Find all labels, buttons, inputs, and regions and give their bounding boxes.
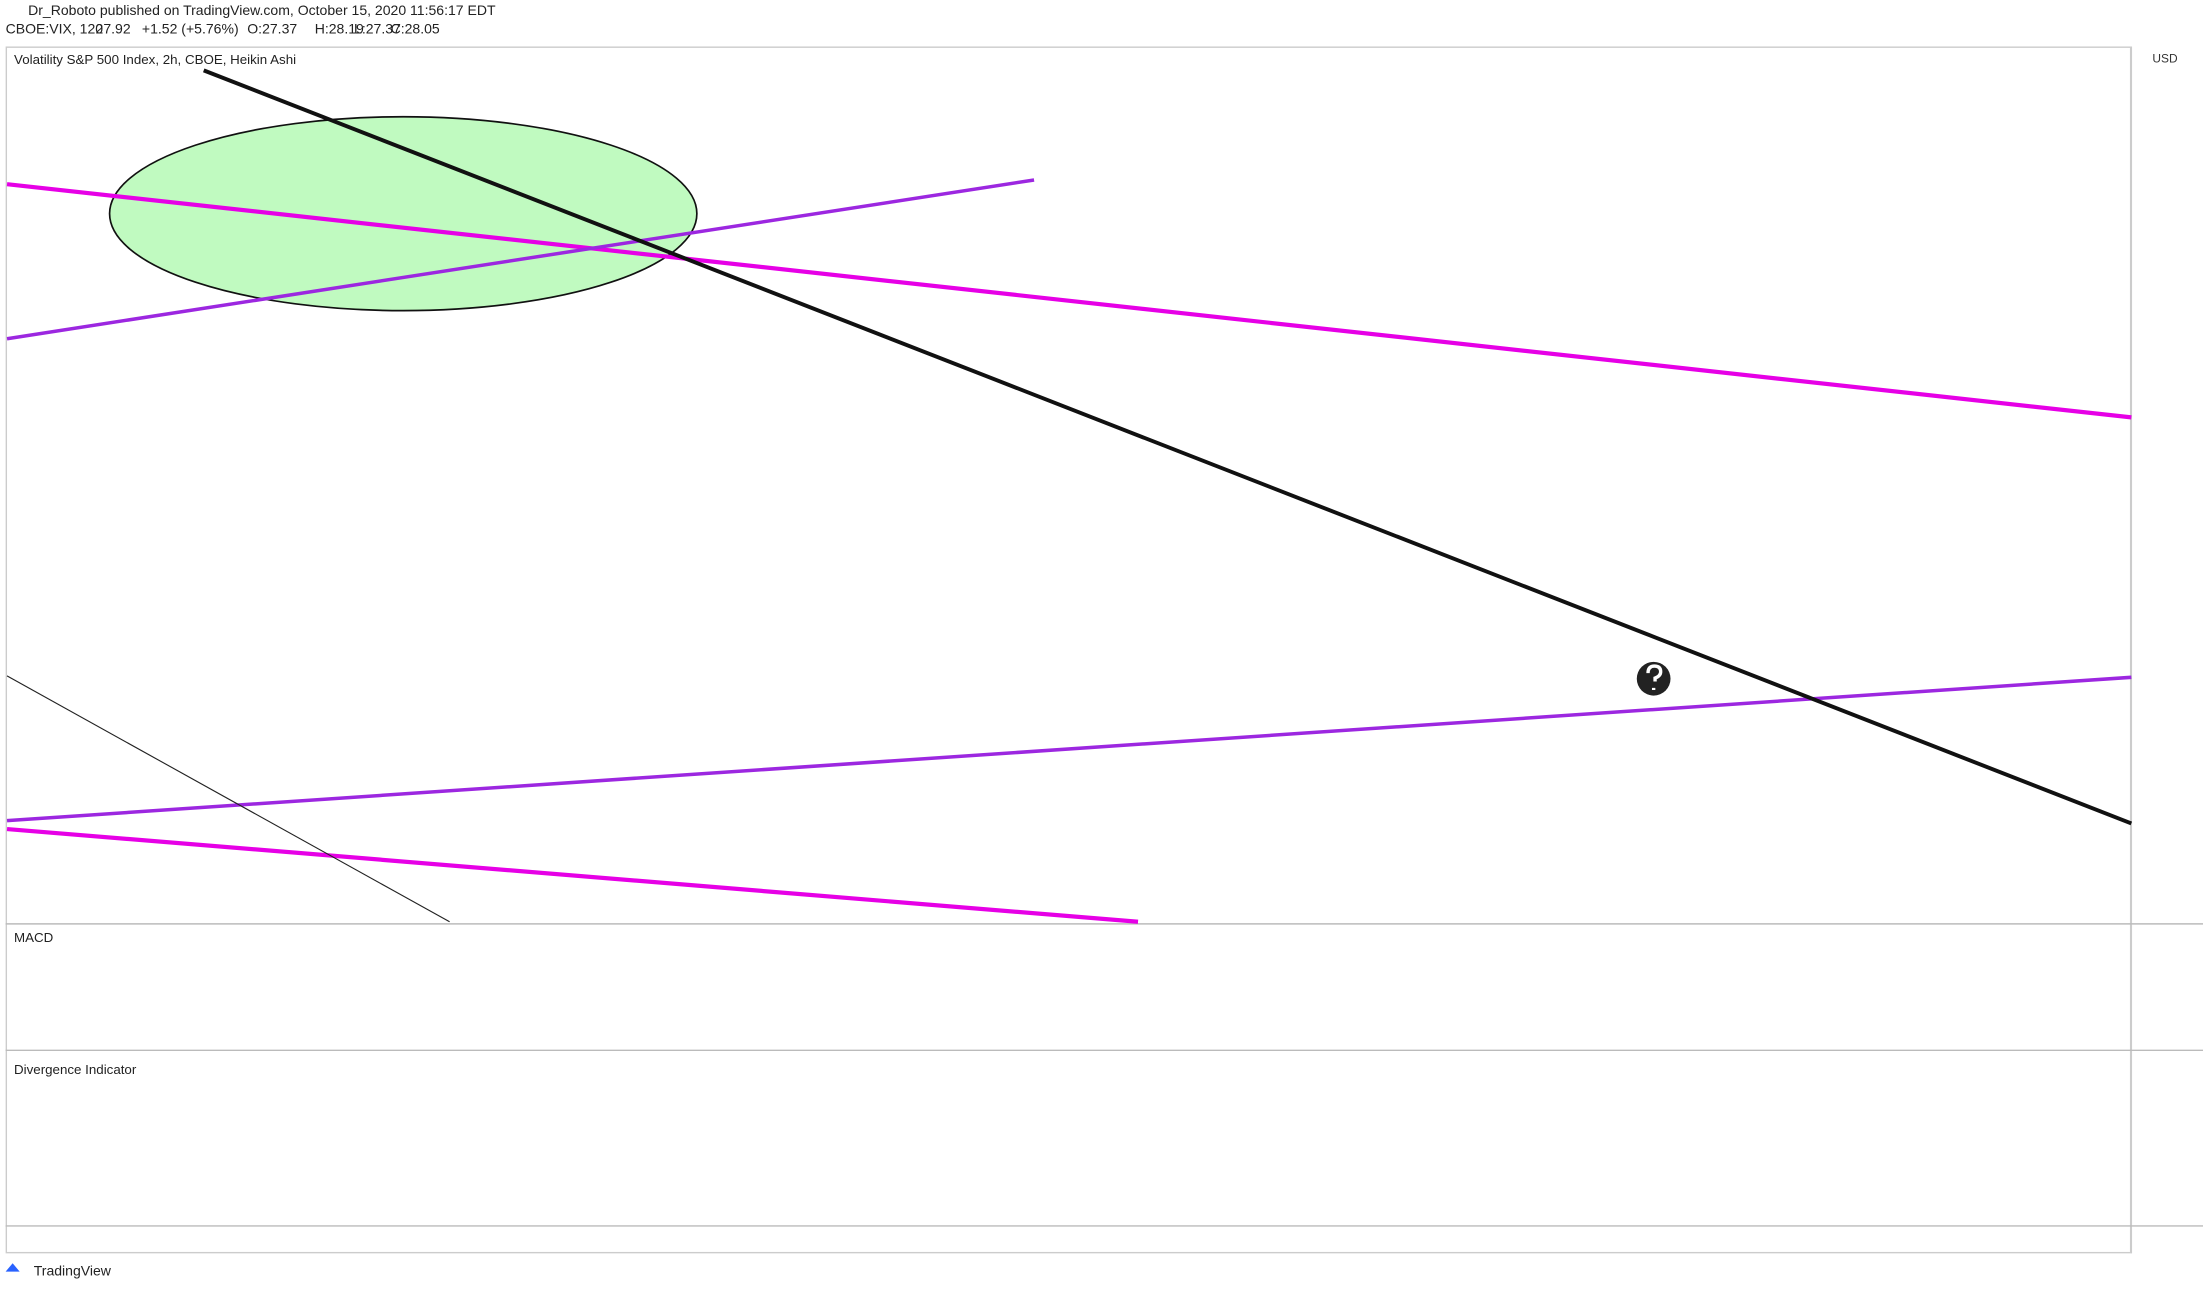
currency: USD [2152,51,2178,65]
logo [5,1263,20,1272]
symbol: CBOE:VIX, 120 [6,20,104,36]
open: O:27.37 [247,20,297,36]
macd-title: MACD [14,930,53,945]
close: C:28.05 [391,20,440,36]
publisher: Dr_Roboto published on TradingView.com, … [28,2,496,18]
low: L:27.37 [354,20,401,36]
question-mark [1646,664,1663,690]
trend-line [6,675,2132,823]
trend-line [6,675,450,923]
rsi-title: Divergence Indicator [14,1062,137,1077]
trend-line [6,178,1035,341]
price-pane-title: Volatility S&P 500 Index, 2h, CBOE, Heik… [14,52,296,67]
trend-line [6,182,2132,420]
ellipse-drawing [108,115,698,312]
trend-line [6,826,1139,924]
change: +1.52 (+5.76%) [142,20,239,36]
high: H:28.19 [315,20,364,36]
trend-line [203,68,2133,826]
last: 27.92 [96,20,131,36]
footer: TradingView [34,1262,112,1278]
